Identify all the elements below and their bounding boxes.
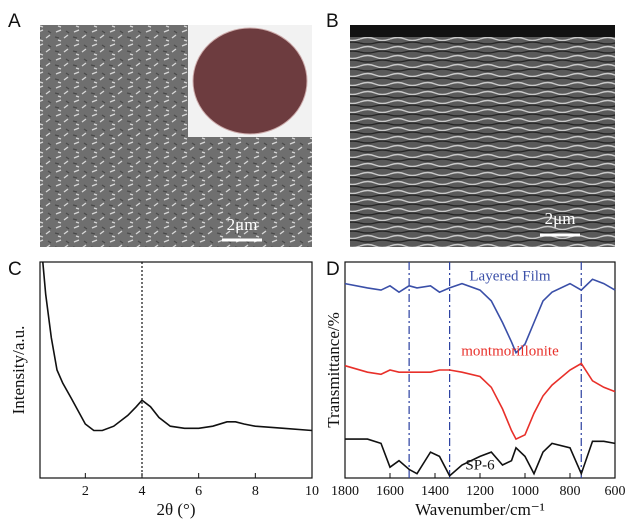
sem-top [350, 25, 615, 37]
x-tick-label: 1800 [331, 484, 359, 499]
series-line [43, 262, 312, 431]
x-tick-label: 2 [82, 484, 89, 499]
x-tick-label: 8 [252, 484, 259, 499]
plot-frame [40, 262, 312, 478]
panel-b: B 2μm [326, 11, 615, 247]
x-tick-label: 1400 [421, 484, 449, 499]
y-axis-label: Transmittance/% [324, 312, 343, 428]
x-tick-label: 6 [195, 484, 202, 499]
panel-a: A 2μm [8, 11, 312, 247]
plot-frame [345, 262, 615, 478]
scale-bar-label: 2μm [545, 209, 576, 228]
x-tick-label: 1000 [511, 484, 539, 499]
x-tick-label: 800 [560, 484, 581, 499]
figure: A 2μm B 2μm C 2 4 6 8 10 2θ (°) Intensity/a.u. D… [0, 0, 627, 521]
x-tick-label: 1200 [466, 484, 494, 499]
x-tick-label: 1600 [376, 484, 404, 499]
x-axis-label: Wavenumber/cm⁻¹ [415, 500, 545, 519]
film-disc [193, 28, 307, 134]
x-tick-label: 600 [605, 484, 626, 499]
series-label: montmorillonite [461, 343, 559, 359]
panel-letter: D [326, 259, 340, 280]
panel-letter: C [8, 259, 22, 280]
scale-bar-label: 2μm [227, 215, 258, 234]
y-axis-label: Intensity/a.u. [9, 326, 28, 415]
panel-letter: B [326, 11, 339, 32]
series-label: Layered Film [469, 268, 551, 284]
series-label: SP-6 [465, 457, 495, 473]
series-line [345, 364, 615, 440]
x-tick-label: 10 [305, 484, 319, 499]
panel-letter: A [8, 11, 21, 32]
x-axis-label: 2θ (°) [156, 500, 195, 519]
series-line [345, 279, 615, 352]
x-tick-label: 4 [139, 484, 146, 499]
